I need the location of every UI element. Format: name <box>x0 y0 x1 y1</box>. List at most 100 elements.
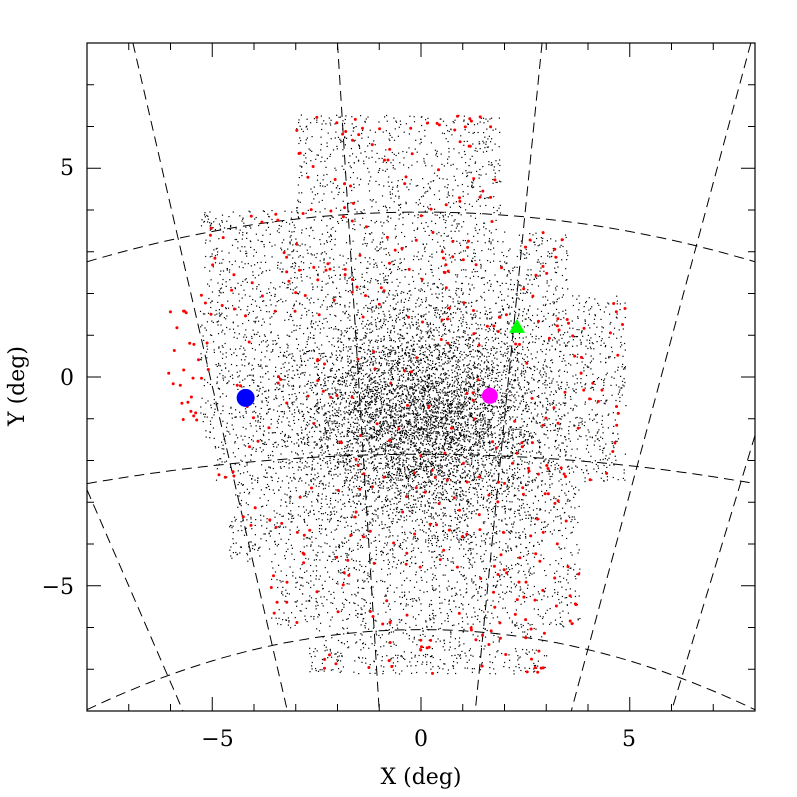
black-star-point <box>499 204 501 206</box>
black-star-point <box>493 253 495 255</box>
black-star-point <box>444 211 446 213</box>
black-star-point <box>317 154 319 156</box>
black-star-point <box>316 393 319 395</box>
black-star-point <box>249 225 251 227</box>
black-star-point <box>415 435 417 437</box>
black-star-point <box>348 614 351 616</box>
black-star-point <box>509 371 511 373</box>
black-star-point <box>435 479 437 481</box>
black-star-point <box>400 572 402 574</box>
black-star-point <box>284 600 286 602</box>
black-star-point <box>420 503 422 506</box>
black-star-point <box>344 306 346 308</box>
black-star-point <box>493 457 495 459</box>
black-star-point <box>468 435 470 437</box>
black-star-point <box>361 546 364 549</box>
black-star-point <box>532 649 534 651</box>
black-star-point <box>587 473 589 475</box>
black-star-point <box>340 394 342 396</box>
black-star-point <box>502 419 504 421</box>
black-star-point <box>293 476 295 478</box>
black-star-point <box>267 500 269 502</box>
black-star-point <box>432 275 434 277</box>
black-star-point <box>374 389 377 391</box>
black-star-point <box>421 289 423 291</box>
black-star-point <box>418 346 420 348</box>
black-star-point <box>443 165 445 167</box>
black-star-point <box>483 568 485 570</box>
black-star-point <box>355 372 357 374</box>
black-star-point <box>468 650 470 652</box>
black-star-point <box>488 498 490 500</box>
black-star-point <box>390 479 393 481</box>
black-star-point <box>347 618 349 620</box>
black-star-point <box>409 598 412 600</box>
black-star-point <box>480 379 482 381</box>
black-star-point <box>426 591 428 593</box>
black-star-point <box>467 538 469 540</box>
black-star-point <box>432 405 434 407</box>
black-star-point <box>352 465 354 467</box>
black-star-point <box>413 400 415 402</box>
black-star-point <box>220 314 222 316</box>
black-star-point <box>347 444 349 446</box>
black-star-point <box>354 422 356 424</box>
black-star-point <box>314 474 316 476</box>
black-star-point <box>501 499 504 502</box>
black-star-point <box>359 546 362 548</box>
black-star-point <box>457 459 459 461</box>
black-star-point <box>479 317 481 319</box>
black-star-point <box>339 455 341 457</box>
black-star-point <box>414 536 416 538</box>
black-star-point <box>346 355 349 357</box>
black-star-point <box>360 357 362 360</box>
black-star-point <box>398 152 400 154</box>
black-star-point <box>430 472 432 474</box>
black-star-point <box>355 384 357 386</box>
black-star-point <box>451 421 454 423</box>
black-star-point <box>366 435 368 437</box>
black-star-point <box>491 117 493 119</box>
black-star-point <box>393 474 395 476</box>
black-star-point <box>357 422 359 424</box>
black-star-point <box>492 413 494 415</box>
black-star-point <box>433 400 435 403</box>
black-star-point <box>463 330 465 332</box>
black-star-point <box>349 446 351 448</box>
black-star-point <box>600 436 602 438</box>
black-star-point <box>425 465 427 467</box>
black-star-point <box>471 385 473 388</box>
black-star-point <box>367 391 369 393</box>
black-star-point <box>619 303 621 305</box>
black-star-point <box>372 364 374 366</box>
black-star-point <box>515 609 517 611</box>
black-star-point <box>381 435 383 437</box>
black-star-point <box>459 402 461 404</box>
black-star-point <box>426 465 428 467</box>
black-star-point <box>413 506 415 508</box>
black-star-point <box>445 394 447 396</box>
black-star-point <box>399 519 401 521</box>
black-star-point <box>445 124 448 127</box>
black-star-point <box>563 370 566 372</box>
black-star-point <box>502 438 504 440</box>
black-star-point <box>224 461 226 463</box>
black-star-point <box>389 445 391 447</box>
black-star-point <box>386 440 388 442</box>
black-star-point <box>321 519 323 521</box>
black-star-point <box>463 555 465 557</box>
black-star-point <box>453 421 455 423</box>
black-star-point <box>494 357 496 359</box>
black-star-point <box>348 602 351 604</box>
black-star-point <box>451 430 453 432</box>
black-star-point <box>313 458 315 460</box>
black-star-point <box>311 350 313 352</box>
black-star-point <box>567 288 569 290</box>
black-star-point <box>378 448 380 450</box>
black-star-point <box>437 416 439 418</box>
black-star-point <box>296 526 298 528</box>
black-star-point <box>584 320 586 322</box>
black-star-point <box>269 299 271 301</box>
black-star-point <box>367 395 369 397</box>
black-star-point <box>498 452 500 454</box>
